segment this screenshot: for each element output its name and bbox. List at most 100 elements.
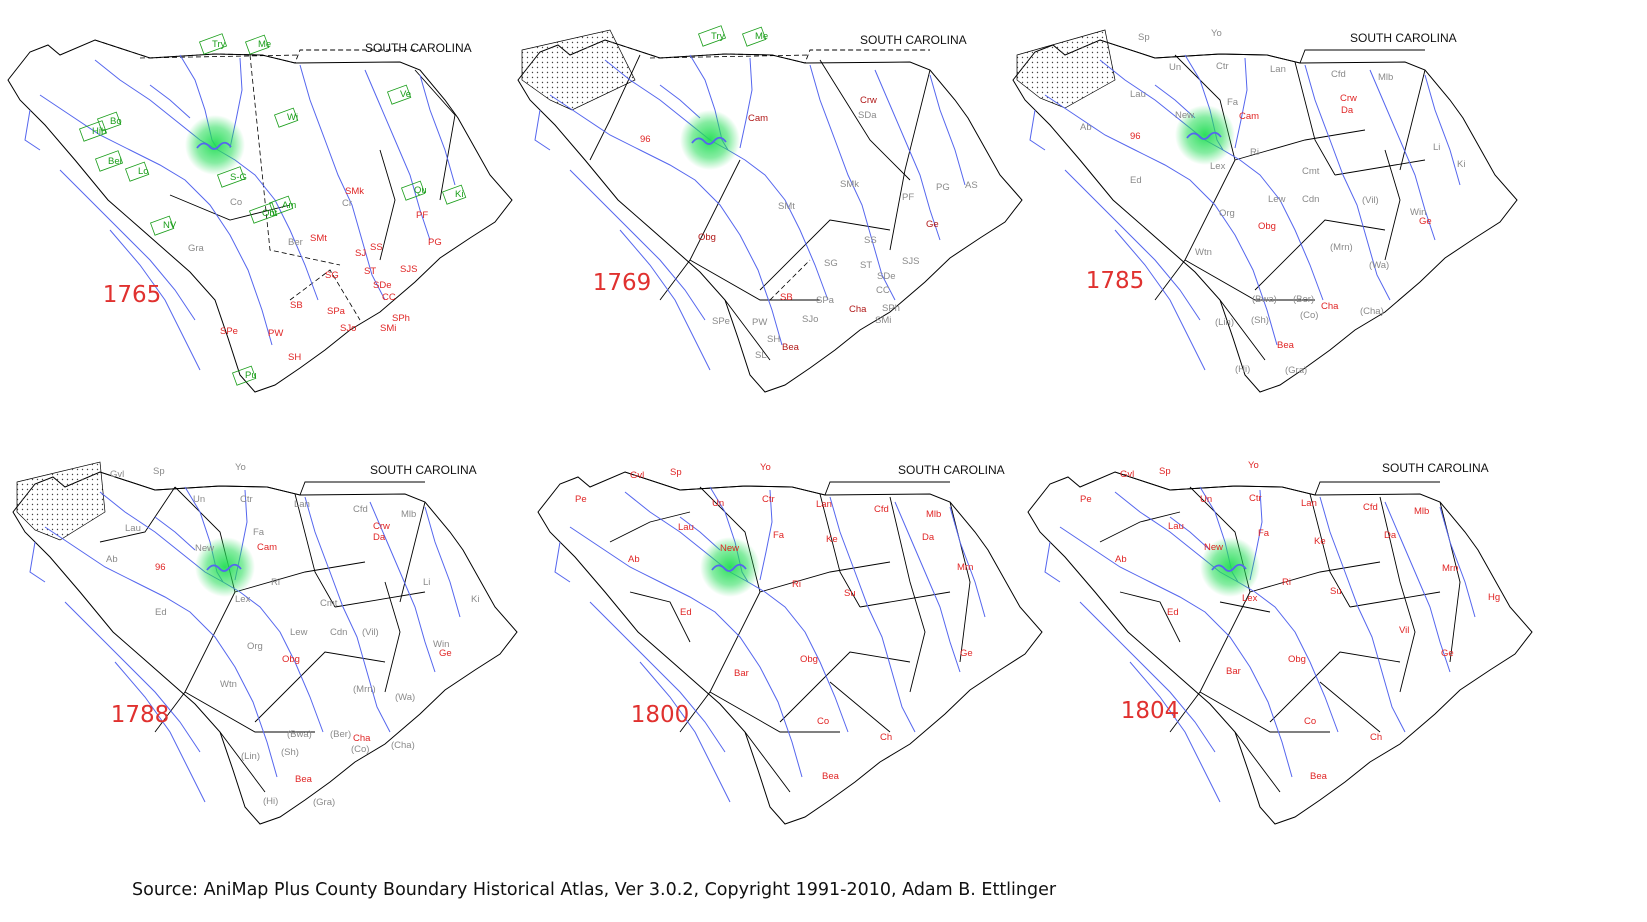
county-label: SG xyxy=(325,270,339,281)
county-label: Lau xyxy=(125,523,141,534)
county-box xyxy=(232,365,257,386)
county-label: Su xyxy=(1330,586,1342,597)
county-label: (Lin) xyxy=(1215,317,1234,328)
county-boundary xyxy=(744,731,791,793)
source-citation: Source: AniMap Plus County Boundary Hist… xyxy=(132,880,1057,900)
county-label: (Hi) xyxy=(1235,364,1250,375)
county-label: SMt xyxy=(778,201,795,212)
river xyxy=(1369,69,1436,241)
county-label: Fa xyxy=(1258,528,1270,539)
river xyxy=(1059,526,1293,778)
county-boundary-dashed xyxy=(769,259,811,301)
county-label: Ki xyxy=(471,594,479,605)
river xyxy=(44,526,278,778)
lake-murray xyxy=(206,563,242,572)
county-label: Mrn xyxy=(1442,563,1458,574)
river xyxy=(1319,496,1406,733)
county-label: Un xyxy=(193,494,205,505)
county-label: PF xyxy=(902,192,914,203)
river xyxy=(1079,601,1216,753)
lake-murray xyxy=(1211,563,1247,572)
river xyxy=(1029,109,1046,151)
county-label: (Hi) xyxy=(263,796,278,807)
county-label: Ed xyxy=(1167,607,1179,618)
nc-border xyxy=(1114,471,1440,496)
river xyxy=(739,57,753,149)
river xyxy=(1304,64,1391,301)
county-label: Cdn xyxy=(330,627,347,638)
county-label: PG xyxy=(428,237,442,248)
map-svg: SOUTH CAROLINA 1765 Try Me Bo Hib Bel Lo S-G Am Ob… xyxy=(7,33,513,393)
county-boundary-dashed xyxy=(649,54,811,59)
county-label: Bel xyxy=(108,156,122,167)
county-label: Pe xyxy=(1080,494,1092,505)
river xyxy=(39,94,273,346)
county-boundary xyxy=(819,493,861,608)
county-label: Yo xyxy=(760,462,771,473)
county-label: (Gra) xyxy=(313,797,335,808)
highlight-glow xyxy=(1175,105,1235,165)
county-label: (Sh) xyxy=(1251,315,1269,326)
county-label: (Mrn) xyxy=(353,684,376,695)
county-label: ST xyxy=(364,266,376,277)
county-label: NV xyxy=(163,220,177,231)
county-label: 96 xyxy=(1130,131,1141,142)
state-outline xyxy=(1027,471,1533,825)
dotted-region xyxy=(16,461,106,541)
county-box xyxy=(150,215,175,236)
county-label: Mlb xyxy=(401,509,416,520)
river xyxy=(1234,57,1248,149)
county-label: PW xyxy=(268,328,283,339)
county-label: New xyxy=(195,543,214,554)
river xyxy=(1044,94,1278,346)
river xyxy=(829,496,916,733)
county-label: Ab xyxy=(1080,122,1092,133)
state-name: SOUTH CAROLINA xyxy=(370,463,477,477)
river xyxy=(874,69,941,241)
county-boundary xyxy=(724,299,771,361)
county-boundary xyxy=(399,501,426,603)
county-boundary xyxy=(1379,496,1416,693)
county-label: Lan xyxy=(1301,498,1317,509)
county-label: Obt xyxy=(262,208,278,219)
county-label: CC xyxy=(382,292,396,303)
county-label: Gvl xyxy=(630,470,644,481)
county-label: (Gra) xyxy=(1285,365,1307,376)
county-boundary xyxy=(709,691,840,733)
county-label: (Wa) xyxy=(395,692,415,703)
county-boundary xyxy=(759,561,891,593)
county-label: Co xyxy=(1304,716,1316,727)
county-label: Mrn xyxy=(957,562,973,573)
county-boundary-dashed xyxy=(249,54,341,266)
county-label: Cfd xyxy=(353,504,368,515)
county-label: Bar xyxy=(1226,666,1241,677)
state-name: SOUTH CAROLINA xyxy=(860,33,967,47)
county-boundary xyxy=(1399,69,1426,171)
river xyxy=(949,506,986,618)
county-label: SPe xyxy=(712,316,730,327)
highlight-glow xyxy=(700,537,760,597)
river xyxy=(809,64,896,301)
river xyxy=(1384,501,1451,673)
county-boundary xyxy=(234,561,366,593)
county-boundary xyxy=(1219,299,1266,361)
river xyxy=(59,169,196,321)
county-label: New xyxy=(1175,110,1194,121)
county-label: SMi xyxy=(875,315,891,326)
county-label: Ab xyxy=(106,554,118,565)
county-label: Li xyxy=(1433,142,1440,153)
county-label: Ke xyxy=(826,534,838,545)
river xyxy=(114,661,206,803)
state-name: SOUTH CAROLINA xyxy=(1382,461,1489,475)
county-boundary xyxy=(609,511,691,543)
state-name: SOUTH CAROLINA xyxy=(898,463,1005,477)
county-label: Ber xyxy=(288,237,303,248)
county-label: Bea xyxy=(1277,340,1295,351)
lake-murray xyxy=(711,563,747,572)
county-label: Cam xyxy=(748,113,768,124)
river xyxy=(1424,74,1461,186)
year-label: 1769 xyxy=(593,270,652,296)
county-label: Ri xyxy=(1282,577,1291,588)
county-boundary xyxy=(589,54,641,161)
county-box xyxy=(217,166,246,188)
